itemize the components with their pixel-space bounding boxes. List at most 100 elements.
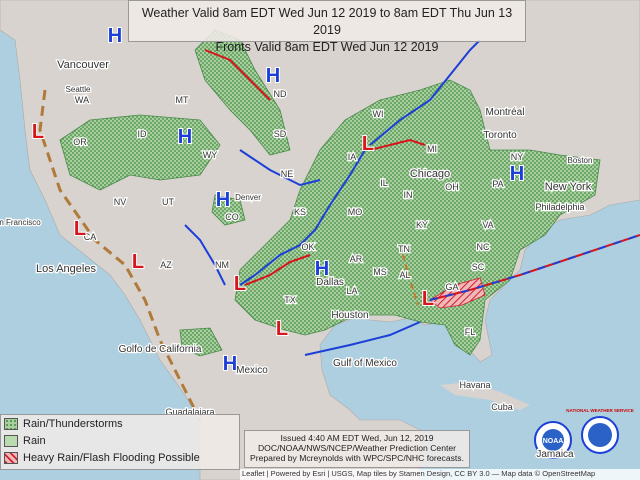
map-label: Philadelphia [535, 202, 584, 212]
map-label: MS [373, 267, 387, 277]
warm-front [244, 254, 311, 286]
trough [399, 244, 419, 306]
pressure-center: H [216, 189, 230, 211]
rain-area [211, 194, 246, 226]
map-label: NY [511, 152, 524, 162]
pressure-center: L [32, 121, 44, 143]
map-label: Cuba [491, 402, 513, 412]
legend-entry: Rain/Thunderstorms [1, 415, 239, 432]
issued-box: Issued 4:40 AM EDT Wed, Jun 12, 2019 DOC… [244, 430, 470, 468]
map-label: GA [445, 282, 458, 292]
map-label: WA [75, 95, 89, 105]
map-label: MO [348, 207, 363, 217]
map-label: MI [427, 144, 437, 154]
map-label: Jamaica [536, 449, 574, 460]
warm-front [369, 138, 426, 151]
map-label: IL [380, 178, 388, 188]
title-line: Fronts Valid 8am EDT Wed Jun 12 2019 [215, 40, 439, 54]
issued-line: DOC/NOAA/NWS/NCEP/Weather Prediction Cen… [257, 443, 457, 453]
pressure-center: H [178, 126, 192, 148]
map-label: WY [203, 150, 218, 160]
legend-entry: Heavy Rain/Flash Flooding Possible [1, 449, 239, 466]
map-label: PA [492, 179, 503, 189]
noaa-logo-center [588, 423, 612, 447]
legend-swatch [4, 451, 18, 464]
pressure-center: L [74, 218, 86, 240]
map-label: KS [294, 207, 306, 217]
legend-swatch [4, 417, 18, 430]
cold-front [239, 149, 366, 286]
stationary-front [429, 234, 640, 301]
pressure-center: H [223, 353, 237, 375]
legend-label: Rain/Thunderstorms [23, 417, 123, 430]
legend-label: Rain [23, 434, 46, 447]
rain-area [179, 327, 223, 357]
map-label: LA [346, 286, 357, 296]
rain-area [59, 114, 221, 191]
map-label: UT [162, 197, 174, 207]
attribution[interactable]: Leaflet | Powered by Esri | USGS, Map ti… [240, 469, 640, 480]
cold-front [369, 39, 481, 146]
cold-front [184, 224, 226, 286]
map-label: OK [301, 242, 314, 252]
rain-area [234, 79, 601, 356]
pressure-center: H [266, 65, 280, 87]
issued-line: Prepared by Mcreynolds with WPC/SPC/NHC … [250, 453, 464, 463]
map-label: Toronto [483, 130, 517, 141]
map-label: NC [477, 242, 490, 252]
pressure-center: H [510, 163, 524, 185]
pressure-center: H [108, 25, 122, 47]
map-label: MT [176, 95, 189, 105]
map-label: Gulf of Mexico [333, 358, 397, 369]
legend: Rain/Thunderstorms Rain Heavy Rain/Flash… [0, 414, 240, 470]
map-label: CO [225, 212, 239, 222]
legend-label: Heavy Rain/Flash Flooding Possible [23, 451, 200, 464]
nws-logo-center [542, 429, 564, 451]
map-label: VA [482, 220, 493, 230]
map-label: IA [348, 152, 357, 162]
map-label: Denver [235, 193, 261, 202]
map-label: TN [398, 244, 410, 254]
map-label: TX [284, 295, 296, 305]
map-label: New York [545, 181, 592, 193]
map-label: Chicago [410, 168, 450, 180]
map-label: Vancouver [57, 59, 109, 71]
map-label: Golfo de California [119, 344, 202, 355]
pressure-center: L [276, 318, 288, 340]
map-label: AZ [160, 260, 172, 270]
pressure-center: L [132, 251, 144, 273]
pressure-center: L [362, 133, 374, 155]
map-label: ND [274, 89, 287, 99]
legend-entry: Rain [1, 432, 239, 449]
map-label: NV [114, 197, 127, 207]
cold-front [239, 149, 321, 187]
map-label: SC [472, 262, 485, 272]
pressure-center: H [315, 258, 329, 280]
pressure-center: L [422, 288, 434, 310]
map-label: SD [274, 129, 287, 139]
map-label: Seattle [66, 85, 91, 94]
map-label: AL [399, 270, 410, 280]
map-label: Dallas [316, 277, 344, 288]
cold-front [304, 321, 421, 356]
map-label: Los Angeles [36, 263, 96, 275]
dryline [38, 89, 202, 421]
issued-line: Issued 4:40 AM EDT Wed, Jun 12, 2019 [280, 433, 434, 443]
title-line: Weather Valid 8am EDT Wed Jun 12 2019 to… [141, 6, 513, 37]
map-label: Houston [331, 310, 368, 321]
legend-swatch [4, 434, 18, 447]
map-label: Mexico [236, 365, 268, 376]
logo-text: NATIONAL WEATHER SERVICE [566, 408, 633, 413]
map-label: NE [281, 169, 294, 179]
logo-text: NOAA [543, 438, 564, 445]
map-label: Boston [568, 156, 593, 165]
pressure-center: L [234, 273, 246, 295]
map-label: OH [445, 182, 459, 192]
warm-front [204, 49, 271, 101]
map-label: CA [84, 232, 97, 242]
map-label: NM [215, 260, 229, 270]
map-label: WI [373, 109, 384, 119]
map-label: OR [73, 137, 87, 147]
